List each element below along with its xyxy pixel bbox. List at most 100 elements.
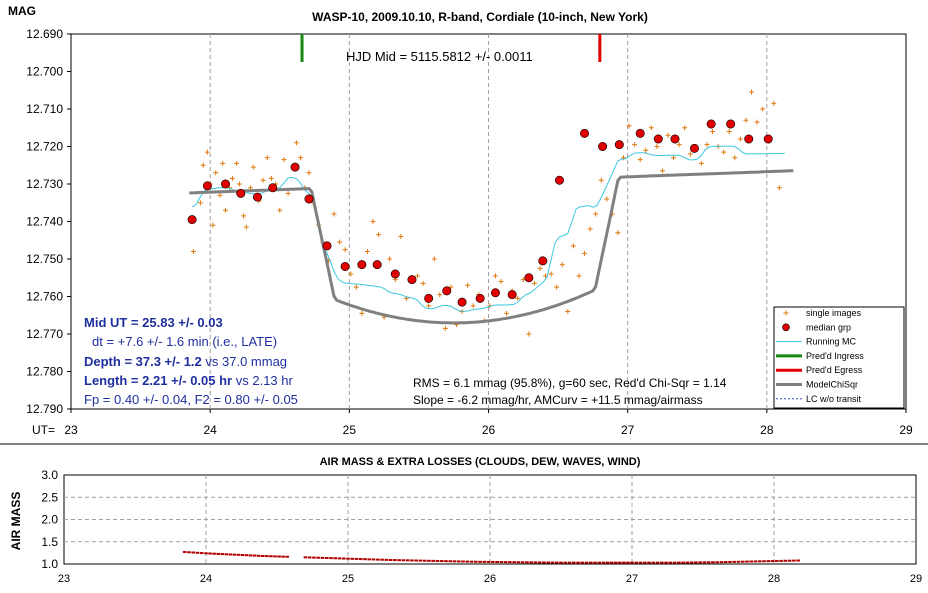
airmass-x-tick-label: 24 (200, 573, 212, 585)
single-image-point (190, 249, 196, 254)
median-group-point (442, 286, 452, 296)
airmass-y-tick-label: 1.0 (41, 557, 58, 571)
single-image-point (632, 142, 638, 148)
single-image-point (526, 331, 532, 337)
single-image-point (234, 160, 240, 166)
single-image-point (531, 280, 537, 286)
single-image-point (654, 144, 660, 149)
airmass-axis-ticks: 23 24 25 26 27 28 29 1.0 1.5 2.0 2.5 3.0 (41, 468, 922, 585)
median-group-point (524, 273, 534, 283)
single-image-point (204, 149, 210, 155)
single-image-point (243, 224, 249, 230)
airmass-y-tick-label: 1.5 (41, 535, 58, 549)
single-image-point (348, 271, 354, 277)
median-group-point (653, 134, 663, 144)
stat-length-ref: vs 2.13 hr (232, 373, 293, 388)
single-image-point (676, 142, 682, 148)
hjd-mid-label: HJD Mid = 5115.5812 +/- 0.0011 (346, 49, 533, 64)
airmass-x-tick-label: 25 (342, 573, 354, 585)
single-image-point (250, 164, 256, 170)
main-axis-ticks: 23 24 25 26 27 28 29 12.690 12.700 12.710 12.720 12… (26, 27, 913, 437)
single-image-point (222, 207, 228, 213)
legend-box (773, 306, 905, 409)
main-x-tick-label: 27 (621, 423, 635, 437)
single-image-point (515, 295, 521, 301)
stat-depth: Depth = 37.3 +/- 1.2 vs 37.0 mmag (84, 354, 287, 369)
single-image-point (293, 140, 299, 146)
median-group-point (340, 261, 350, 271)
running-mean-line (191, 145, 785, 312)
single-image-point (626, 123, 632, 129)
single-image-point (337, 239, 343, 245)
single-image-point (749, 89, 755, 95)
single-image-point (465, 282, 471, 288)
single-image-point (260, 177, 266, 183)
median-group-point (475, 293, 485, 303)
main-chart-title: WASP-10, 2009.10.10, R-band, Cordiale (1… (312, 10, 648, 24)
transit-stats: Mid UT = 25.83 +/- 0.03 dt = +7.6 +/- 1.… (84, 315, 727, 407)
single-image-point (737, 136, 743, 142)
main-y-axis-label: MAG (8, 4, 36, 18)
single-image-point (281, 157, 287, 163)
airmass-data-marks (182, 550, 800, 564)
single-image-point (426, 303, 432, 309)
median-group-point (580, 128, 590, 138)
legend-label: LC w/o transit (806, 394, 862, 404)
median-group-point (706, 119, 716, 129)
main-y-tick-label: 12.750 (26, 252, 63, 266)
median-group-point (268, 183, 278, 193)
stat-length-value: Length = 2.21 +/- 0.05 hr (84, 373, 232, 388)
median-group-point (236, 188, 246, 198)
legend-label: single images (806, 308, 862, 318)
median-group-point (670, 134, 680, 144)
legend-label: Pred'd Egress (806, 365, 863, 375)
single-image-point (704, 142, 710, 148)
main-y-tick-label: 12.770 (26, 327, 63, 341)
single-image-point (437, 292, 443, 298)
main-y-tick-label: 12.690 (26, 27, 63, 41)
main-x-tick-label: 24 (203, 423, 217, 437)
median-group-point (252, 192, 262, 202)
single-image-point (364, 249, 370, 254)
single-image-point (200, 162, 206, 168)
median-group-point (490, 288, 500, 298)
single-image-point (548, 271, 554, 277)
single-image-point (470, 303, 476, 309)
airmass-y-axis-label: AIR MASS (9, 492, 23, 551)
single-image-point (760, 106, 766, 112)
single-image-point (241, 213, 247, 219)
airmass-x-tick-label: 27 (626, 573, 638, 585)
single-image-point (415, 273, 421, 279)
single-image-point (732, 155, 738, 161)
single-image-point (710, 129, 716, 134)
legend: single images median grp Running MC Pred'd … (776, 308, 864, 404)
single-image-point (620, 155, 626, 161)
single-image-point (220, 160, 226, 166)
stat-length: Length = 2.21 +/- 0.05 hr vs 2.13 hr (84, 373, 293, 388)
main-x-axis-label: UT= (32, 423, 55, 437)
stat-depth-ref: vs 37.0 mmag (202, 354, 287, 369)
median-group-point (202, 181, 212, 191)
main-x-tick-label: 26 (482, 423, 496, 437)
airmass-x-tick-label: 26 (484, 573, 496, 585)
single-image-point (604, 196, 610, 202)
single-image-point (771, 100, 777, 106)
airmass-x-tick-label: 28 (768, 573, 780, 585)
stat-rms: RMS = 6.1 mmag (95.8%), g=60 sec, Red'd … (413, 376, 727, 390)
single-image-point (285, 190, 291, 196)
median-group-point (538, 256, 548, 266)
stat-mid-ut: Mid UT = 25.83 +/- 0.03 (84, 315, 223, 330)
single-image-point (431, 256, 437, 262)
single-image-point (565, 309, 571, 314)
single-image-point (698, 160, 704, 166)
median-group-point (220, 179, 230, 189)
single-image-point (387, 256, 393, 262)
single-image-point (398, 234, 404, 239)
median-group-point (424, 293, 434, 303)
single-image-point (615, 230, 621, 236)
single-image-point (306, 170, 312, 176)
main-x-tick-label: 28 (760, 423, 774, 437)
stat-dt: dt = +7.6 +/- 1.6 min (i.e., LATE) (92, 334, 277, 349)
main-x-tick-label: 29 (899, 423, 913, 437)
